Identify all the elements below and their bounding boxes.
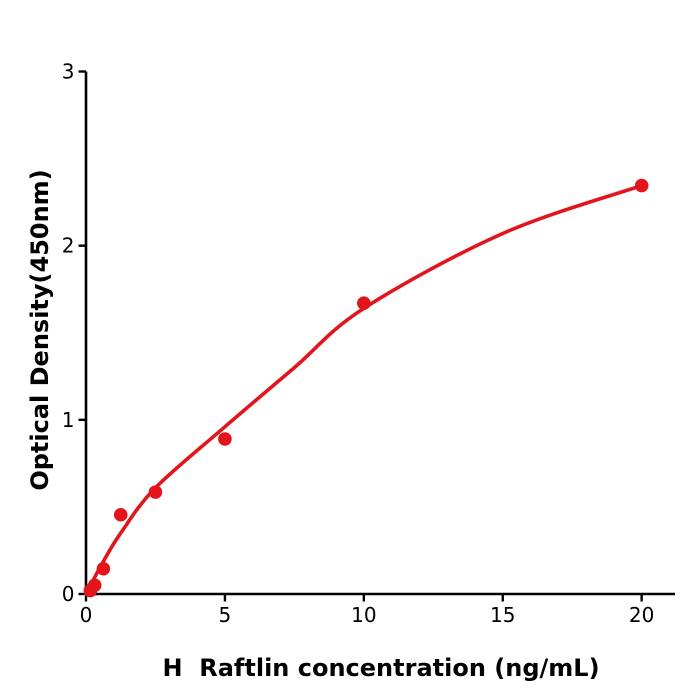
y-axis-title: Optical Density(450nm) xyxy=(26,169,54,491)
data-point xyxy=(96,561,111,576)
x-tick-label: 15 xyxy=(490,603,515,627)
data-point xyxy=(87,578,102,593)
y-tick-label: 0 xyxy=(62,582,75,606)
data-point xyxy=(634,178,649,193)
data-point xyxy=(357,296,371,310)
data-point xyxy=(113,507,128,522)
axes-spines xyxy=(84,71,675,596)
y-tick-label: 2 xyxy=(62,234,75,258)
x-tick-label: 20 xyxy=(629,603,654,627)
x-axis-title: H Raftlin concentration (ng/mL) xyxy=(162,654,600,682)
x-tick-label: 10 xyxy=(351,603,376,627)
data-point xyxy=(218,432,232,446)
fit-curve xyxy=(84,183,644,596)
y-tick-label: 3 xyxy=(62,60,75,84)
x-tick-label: 0 xyxy=(80,603,93,627)
data-point xyxy=(148,485,163,499)
x-tick-label: 5 xyxy=(219,603,232,627)
y-tick-label: 1 xyxy=(62,408,75,432)
